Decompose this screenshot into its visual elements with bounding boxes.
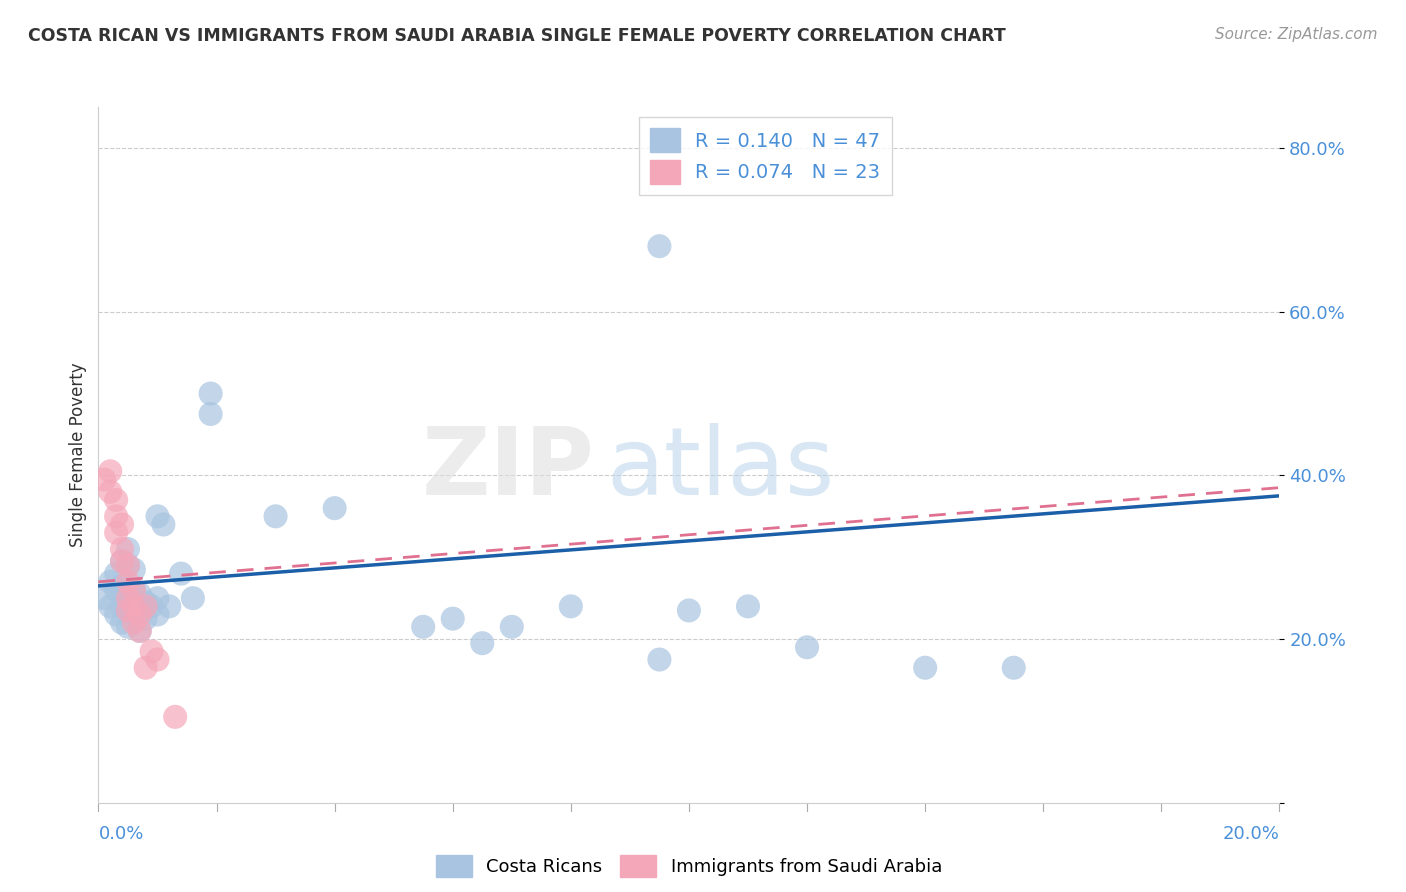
Point — [152, 517, 174, 532]
Point — [128, 607, 150, 622]
Point — [128, 624, 150, 638]
Point — [117, 558, 139, 573]
Point — [117, 591, 139, 606]
Point — [111, 517, 134, 532]
Point — [105, 582, 128, 597]
Point — [146, 652, 169, 666]
Legend: R = 0.140   N = 47, R = 0.074   N = 23: R = 0.140 N = 47, R = 0.074 N = 23 — [638, 117, 891, 195]
Text: atlas: atlas — [606, 423, 835, 515]
Point — [111, 542, 134, 557]
Point — [141, 599, 163, 614]
Text: 20.0%: 20.0% — [1223, 825, 1279, 843]
Point — [117, 558, 139, 573]
Point — [111, 615, 134, 630]
Point — [501, 620, 523, 634]
Point — [471, 636, 494, 650]
Point — [914, 661, 936, 675]
Point — [796, 640, 818, 655]
Point — [560, 599, 582, 614]
Point — [678, 603, 700, 617]
Point — [117, 620, 139, 634]
Point — [141, 644, 163, 658]
Point — [122, 582, 145, 597]
Point — [105, 509, 128, 524]
Point — [105, 492, 128, 507]
Point — [200, 386, 222, 401]
Point — [111, 554, 134, 568]
Point — [105, 525, 128, 540]
Text: 0.0%: 0.0% — [98, 825, 143, 843]
Point — [200, 407, 222, 421]
Point — [181, 591, 204, 606]
Point — [93, 591, 115, 606]
Point — [98, 484, 121, 499]
Point — [146, 509, 169, 524]
Point — [98, 574, 121, 589]
Point — [117, 574, 139, 589]
Point — [98, 464, 121, 478]
Point — [648, 239, 671, 253]
Point — [122, 603, 145, 617]
Point — [117, 603, 139, 617]
Point — [135, 612, 157, 626]
Point — [122, 562, 145, 576]
Point — [117, 582, 139, 597]
Point — [111, 599, 134, 614]
Point — [105, 607, 128, 622]
Point — [157, 599, 180, 614]
Point — [93, 473, 115, 487]
Point — [323, 501, 346, 516]
Point — [170, 566, 193, 581]
Point — [146, 607, 169, 622]
Point — [135, 661, 157, 675]
Text: Source: ZipAtlas.com: Source: ZipAtlas.com — [1215, 27, 1378, 42]
Point — [122, 582, 145, 597]
Point — [111, 579, 134, 593]
Point — [135, 595, 157, 609]
Text: COSTA RICAN VS IMMIGRANTS FROM SAUDI ARABIA SINGLE FEMALE POVERTY CORRELATION CH: COSTA RICAN VS IMMIGRANTS FROM SAUDI ARA… — [28, 27, 1005, 45]
Point — [128, 587, 150, 601]
Point — [648, 652, 671, 666]
Point — [146, 591, 169, 606]
Y-axis label: Single Female Poverty: Single Female Poverty — [69, 363, 87, 547]
Point — [128, 624, 150, 638]
Point — [1002, 661, 1025, 675]
Text: ZIP: ZIP — [422, 423, 595, 515]
Point — [264, 509, 287, 524]
Point — [105, 566, 128, 581]
Point — [122, 615, 145, 630]
Point — [117, 542, 139, 557]
Point — [117, 603, 139, 617]
Point — [165, 710, 187, 724]
Point — [441, 612, 464, 626]
Point — [98, 599, 121, 614]
Point — [737, 599, 759, 614]
Point — [111, 554, 134, 568]
Point — [128, 603, 150, 617]
Point — [135, 599, 157, 614]
Point — [122, 599, 145, 614]
Point — [412, 620, 434, 634]
